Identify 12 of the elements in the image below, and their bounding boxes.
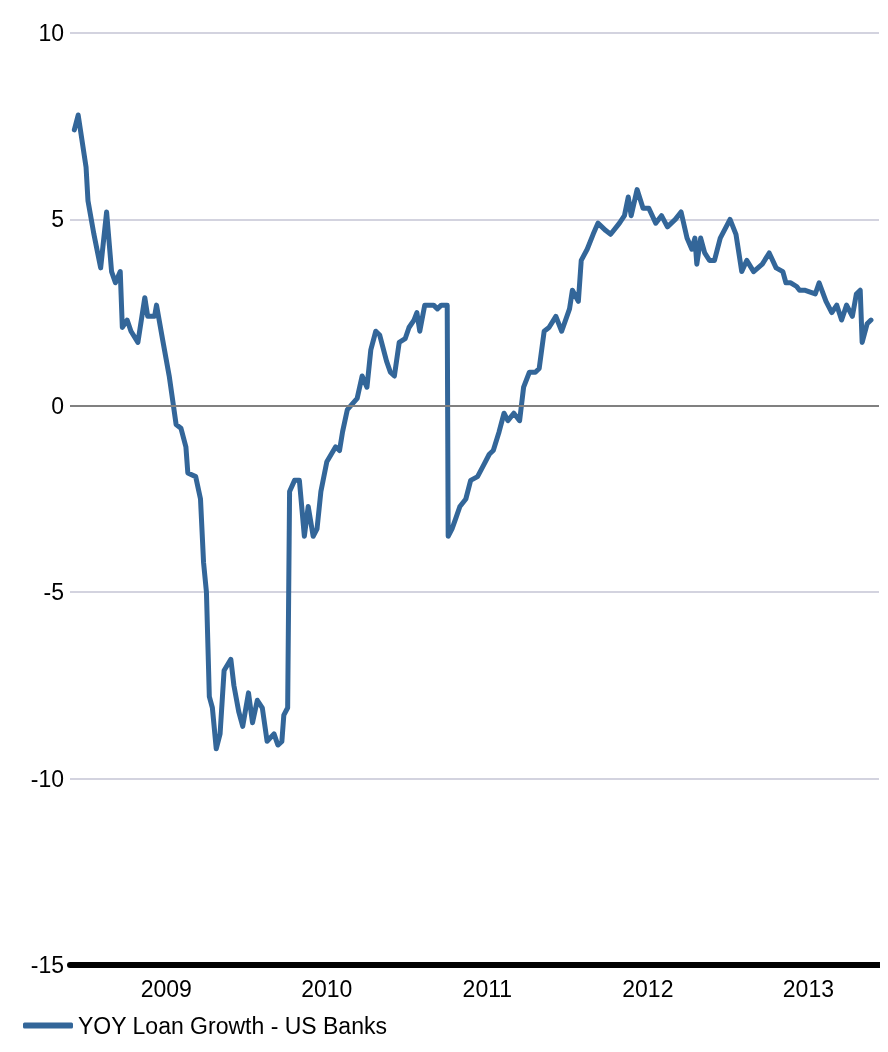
y-tick-label: 10 <box>38 20 64 46</box>
y-tick-label: -5 <box>43 579 64 606</box>
legend-label: YOY Loan Growth - US Banks <box>78 1012 387 1039</box>
x-tick-label: 2012 <box>622 975 674 1002</box>
y-tick-label: 0 <box>51 392 64 419</box>
y-tick-label: -10 <box>30 765 64 792</box>
y-tick-label: -15 <box>30 952 64 978</box>
x-tick-label: 2010 <box>301 975 353 1002</box>
y-tick-label: 5 <box>51 206 64 233</box>
x-tick-label: 2013 <box>782 975 834 1002</box>
x-tick-label: 2009 <box>140 975 192 1002</box>
x-tick-label: 2011 <box>462 975 513 1002</box>
